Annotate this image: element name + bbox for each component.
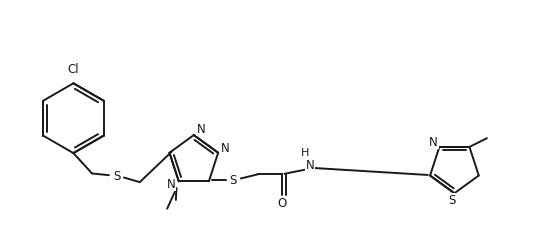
Text: S: S xyxy=(229,174,237,187)
Text: H: H xyxy=(301,148,310,158)
Text: N: N xyxy=(306,158,315,172)
Text: S: S xyxy=(113,170,120,183)
Text: N: N xyxy=(197,123,206,136)
Text: N: N xyxy=(429,136,438,149)
Text: Cl: Cl xyxy=(68,63,79,76)
Text: N: N xyxy=(222,142,230,155)
Text: S: S xyxy=(448,194,455,207)
Text: O: O xyxy=(278,197,287,210)
Text: N: N xyxy=(167,178,176,191)
